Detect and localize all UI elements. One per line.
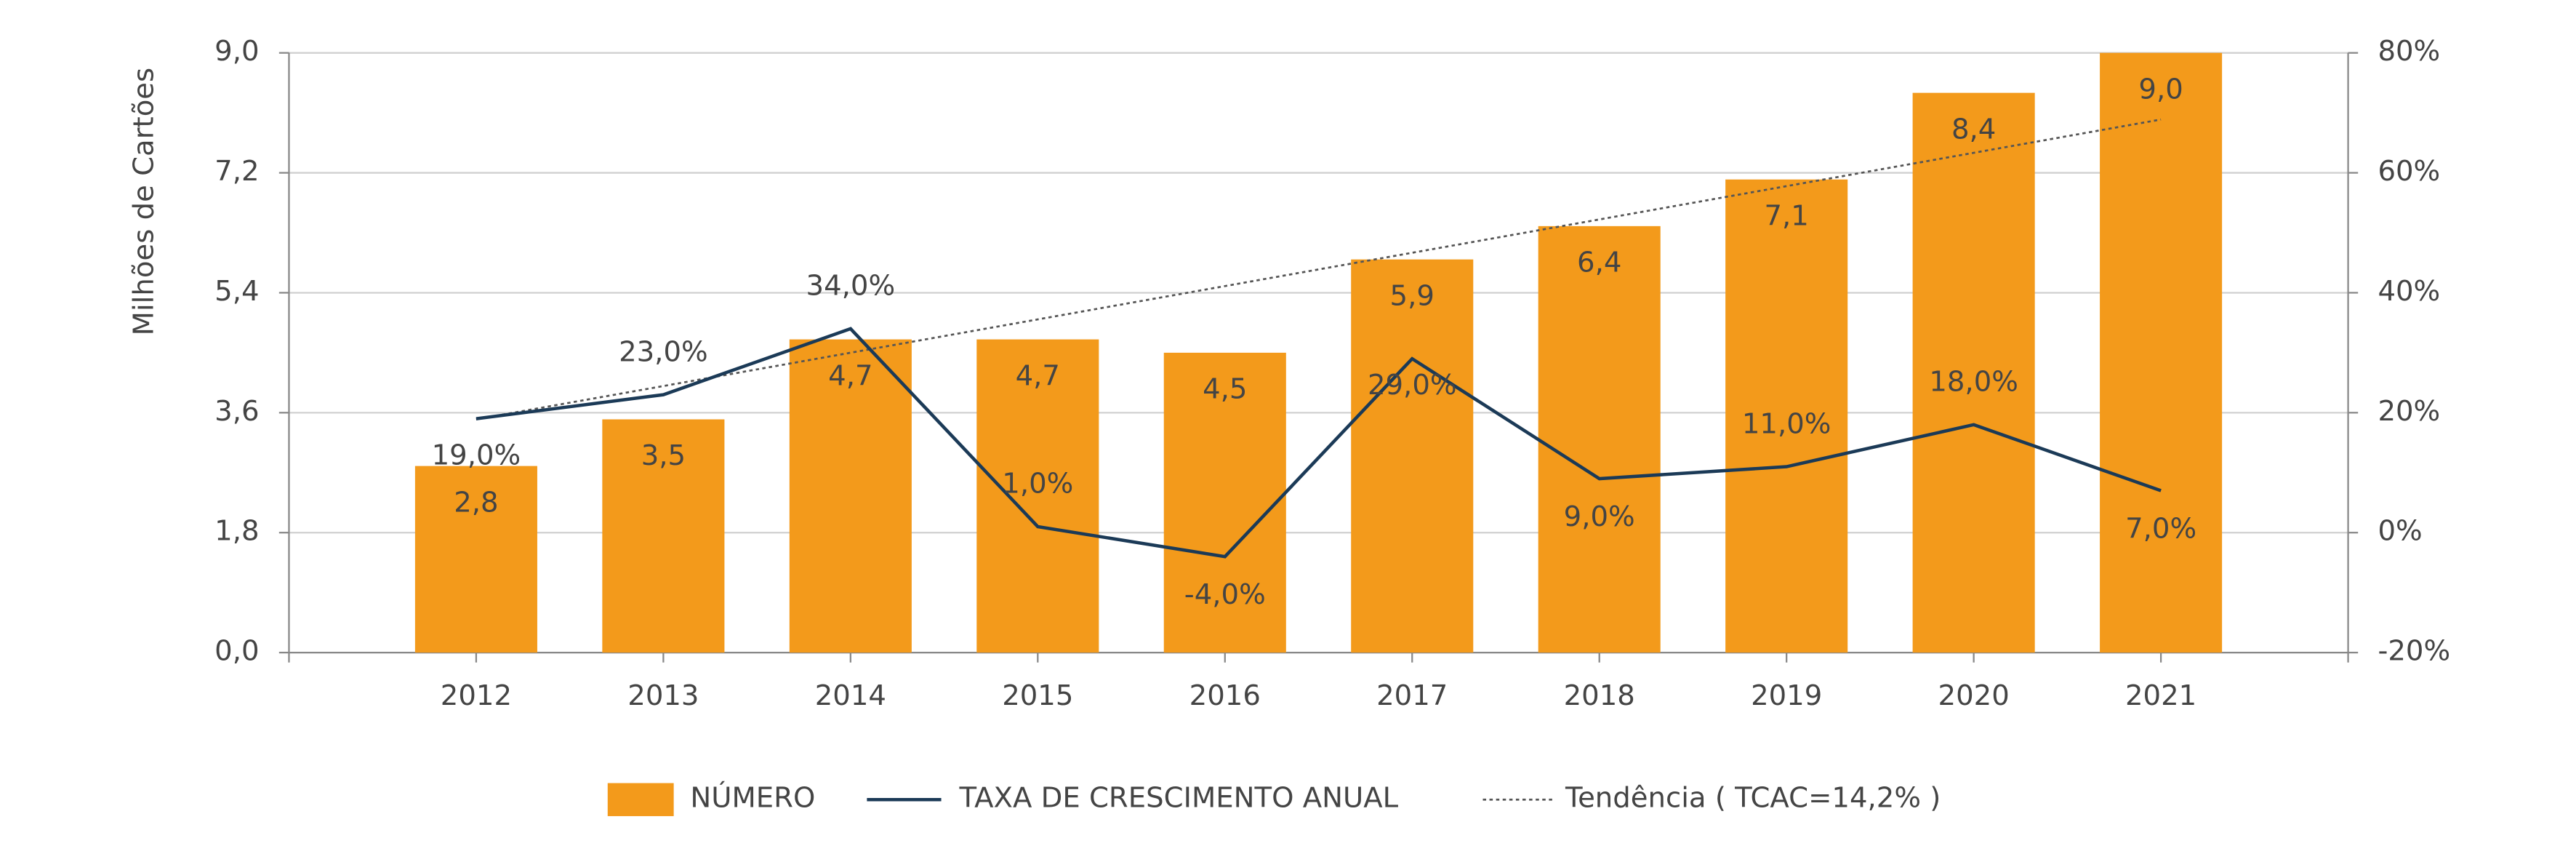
growth-value-label: 11,0% [1742,407,1831,440]
x-tick-label: 2020 [1938,679,2010,712]
y2-tick-label: 60% [2378,155,2440,188]
growth-value-label: -4,0% [1184,578,1266,611]
bar [1538,226,1661,653]
legend-label: TAXA DE CRESCIMENTO ANUAL [959,782,1399,815]
y-tick-label: 3,6 [214,395,259,428]
bar-value-label: 5,9 [1390,279,1435,312]
growth-value-label: 23,0% [619,335,708,368]
y-tick-label: 5,4 [214,275,259,308]
x-tick-label: 2012 [441,679,512,712]
growth-value-label: 1,0% [1002,468,1073,500]
y-axis-label: Milhões de Cartões [127,68,160,336]
growth-value-label: 18,0% [1929,366,2018,399]
bar-value-label: 9,0 [2138,73,2183,105]
bar [789,339,912,653]
growth-value-label: 19,0% [432,439,521,471]
y2-tick-label: 0% [2378,515,2422,548]
x-tick-label: 2013 [627,679,699,712]
y-tick-label: 7,2 [214,155,259,188]
bar-value-label: 8,4 [1951,113,1996,145]
growth-line [476,327,2162,559]
bar-value-label: 4,7 [828,359,872,392]
bar [1725,179,1848,653]
y-tick-label: 0,0 [214,635,259,668]
bar-value-label: 3,5 [641,439,686,472]
trend-line [476,118,2162,420]
bar-value-label: 7,1 [1764,199,1808,232]
bar [1912,92,2035,653]
growth-value-label: 9,0% [1564,500,1635,533]
bar-value-label: 2,8 [454,486,498,519]
y2-tick-label: 80% [2378,35,2440,68]
legend-swatch [607,783,674,816]
legend-label: Tendência ( TCAC=14,2% ) [1565,782,1941,815]
y2-tick-label: 20% [2378,395,2440,428]
y2-tick-label: 40% [2378,275,2440,308]
growth-value-label: 29,0% [1368,369,1457,402]
x-tick-label: 2018 [1564,679,1635,712]
bar [602,419,725,653]
x-tick-label: 2017 [1376,679,1448,712]
y-tick-label: 1,8 [214,515,259,548]
x-tick-label: 2019 [1751,679,1822,712]
growth-value-label: 34,0% [806,270,896,303]
bar [414,466,537,653]
bar [976,339,1099,653]
bar [2100,52,2223,653]
y2-tick-label: -20% [2378,635,2450,668]
bar-value-label: 4,5 [1203,373,1247,406]
x-tick-label: 2014 [815,679,886,712]
bar [1163,352,1286,653]
bar-value-label: 6,4 [1577,247,1621,279]
legend-label: NÚMERO [690,781,815,815]
growth-value-label: 7,0% [2125,513,2196,546]
bar-value-label: 4,7 [1016,359,1060,392]
y-tick-label: 9,0 [214,35,259,68]
x-tick-label: 2016 [1189,679,1261,712]
x-tick-label: 2021 [2125,679,2196,712]
x-tick-label: 2015 [1002,679,1073,712]
bar [1351,259,1474,653]
